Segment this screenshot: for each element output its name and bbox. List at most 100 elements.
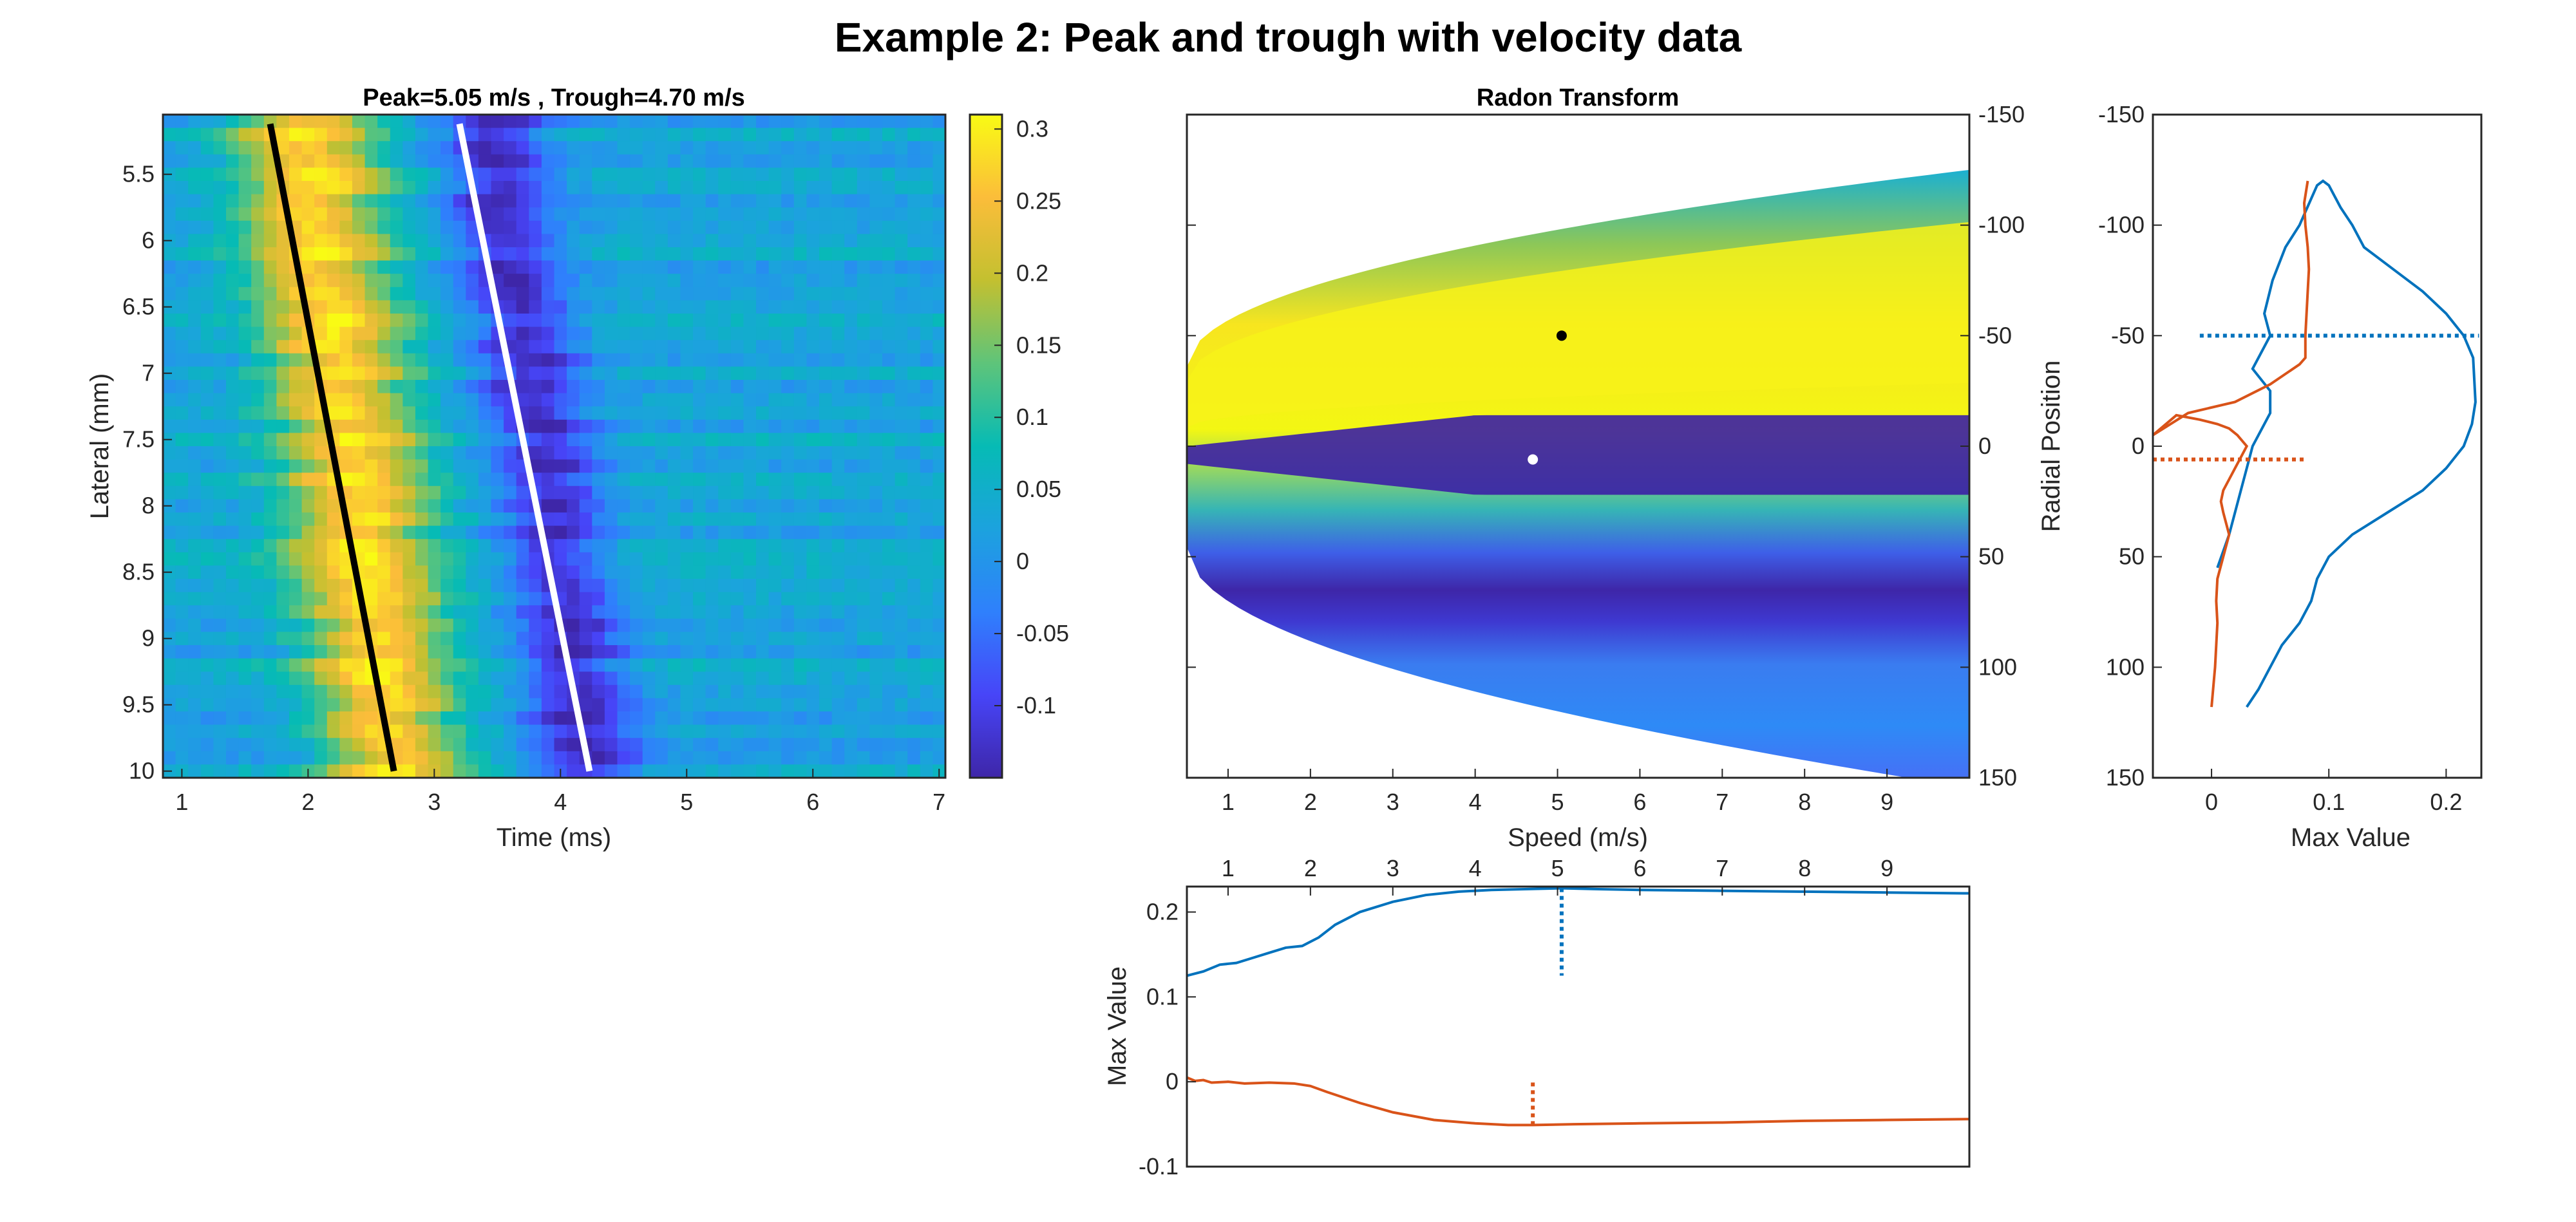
heatmap-cell [781, 672, 795, 686]
heatmap-cell [301, 645, 315, 659]
heatmap-cell [907, 314, 921, 328]
heatmap-cell [440, 605, 454, 619]
heatmap-cell [567, 724, 580, 738]
heatmap-cell [541, 764, 555, 778]
heatmap-cell [819, 711, 833, 726]
heatmap-cell [781, 751, 795, 765]
heatmap-cell [831, 684, 845, 699]
heatmap-cell [567, 618, 580, 632]
heatmap-cell [655, 764, 668, 778]
heatmap-cell [693, 579, 706, 593]
heatmap-cell [882, 459, 896, 473]
heatmap-cell [188, 154, 202, 168]
heatmap-cell [213, 579, 227, 593]
heatmap-cell [705, 406, 719, 420]
heatmap-cell [655, 141, 668, 155]
heatmap-cell [579, 380, 592, 394]
heatmap-cell [895, 260, 908, 274]
heatmap-cell [667, 738, 681, 752]
heatmap-cell [819, 220, 833, 234]
heatmap-cell [225, 433, 240, 447]
heatmap-cell [895, 711, 908, 726]
heatmap-cell [617, 380, 630, 394]
heatmap-cell [819, 274, 833, 288]
heatmap-cell [933, 579, 945, 593]
heatmap-cell [630, 618, 643, 632]
heatmap-cell [541, 724, 555, 738]
heatmap-cell [857, 605, 871, 619]
heatmap-cell [390, 473, 403, 487]
heatmap-cell [377, 380, 391, 394]
side-x-tick-label: 0.2 [2430, 789, 2462, 815]
heatmap-cell [225, 287, 240, 301]
heatmap-cell [339, 115, 353, 129]
heatmap-cell [567, 380, 580, 394]
heatmap-cell [667, 154, 681, 168]
heatmap-cell [579, 406, 592, 420]
heatmap-cell [756, 433, 770, 447]
heatmap-cell [327, 632, 340, 646]
heatmap-cell [478, 141, 492, 155]
heatmap-cell [604, 207, 618, 221]
heatmap-cell [882, 340, 896, 354]
heatmap-cell [516, 393, 529, 407]
heatmap-cell [592, 380, 605, 394]
heatmap-cell [390, 274, 403, 288]
heatmap-cell [630, 300, 643, 314]
heatmap-cell [718, 287, 732, 301]
heatmap-cell [756, 552, 770, 566]
heatmap-cell [933, 751, 945, 765]
heatmap-cell [200, 115, 214, 129]
heatmap-cell [718, 738, 732, 752]
heatmap-cell [882, 247, 896, 261]
heatmap-cell [617, 473, 630, 487]
heatmap-cell [200, 698, 214, 712]
heatmap-cell [617, 314, 630, 328]
heatmap-cell [756, 154, 770, 168]
heatmap-cell [402, 618, 416, 632]
heatmap-cell [175, 684, 189, 699]
heatmap-cell [756, 234, 770, 248]
heatmap-cell [933, 115, 945, 129]
heatmap-cell [705, 605, 719, 619]
heatmap-cell [844, 672, 858, 686]
heatmap-cell [730, 154, 744, 168]
heatmap-cell [680, 645, 694, 659]
heatmap-cell [667, 645, 681, 659]
heatmap-cell [529, 632, 542, 646]
heatmap-cell [440, 751, 454, 765]
heatmap-cell [617, 618, 630, 632]
heatmap-cell [831, 605, 845, 619]
heatmap-cell [869, 446, 883, 460]
heatmap-cell [705, 300, 719, 314]
heatmap-cell [743, 751, 757, 765]
heatmap-cell [793, 539, 808, 553]
heatmap-cell [504, 127, 517, 142]
heatmap-cell [693, 326, 706, 341]
heatmap-cell [516, 525, 529, 540]
heatmap-cell [895, 207, 908, 221]
heatmap-cell [705, 672, 719, 686]
heatmap-cell [175, 247, 189, 261]
heatmap-cell [440, 473, 454, 487]
bottom-x-tick-label: 4 [1469, 855, 1482, 881]
heatmap-cell [781, 724, 795, 738]
heatmap-cell [667, 632, 681, 646]
radon-y-tick-label: 150 [1978, 764, 2017, 791]
heatmap-cell [516, 287, 529, 301]
heatmap-cell [655, 592, 668, 606]
side-y-tick-label: 0 [2132, 433, 2145, 459]
heatmap-cell [163, 207, 176, 221]
heatmap-cell [869, 592, 883, 606]
heatmap-cell [466, 446, 479, 460]
heatmap-cell [793, 127, 808, 142]
heatmap-cell [314, 698, 328, 712]
heatmap-cell [806, 433, 820, 447]
heatmap-cell [529, 618, 542, 632]
heatmap-cell [781, 459, 795, 473]
heatmap-cell [453, 658, 466, 672]
heatmap-cell [453, 393, 466, 407]
heatmap-cell [428, 127, 441, 142]
heatmap-cell [806, 380, 820, 394]
heatmap-cell [440, 433, 454, 447]
